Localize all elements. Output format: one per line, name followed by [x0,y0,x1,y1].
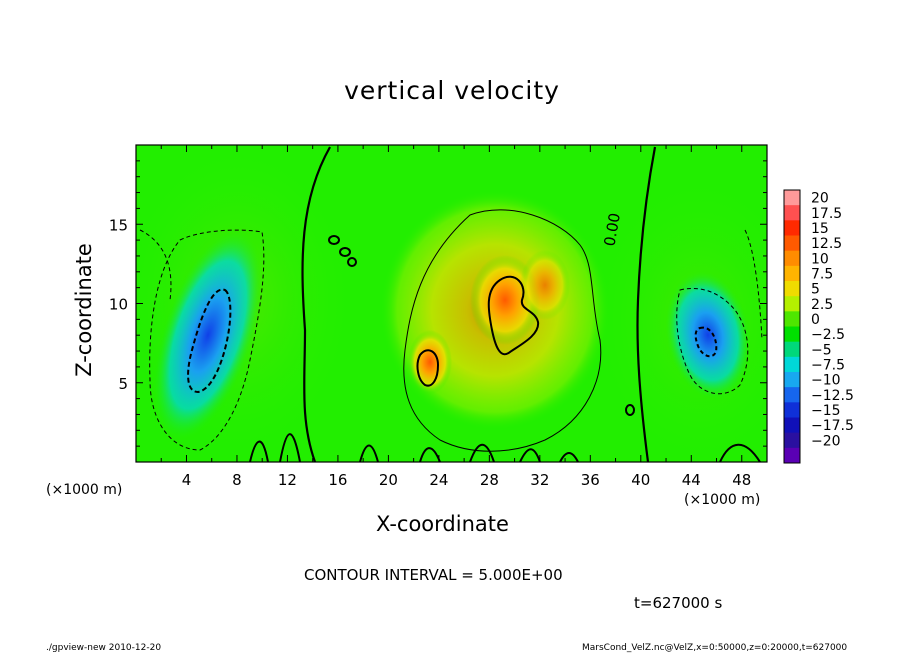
downdraft-right [665,270,751,400]
contour-10-secondary [416,349,440,387]
colorbar-label: 20 [811,191,829,207]
colorbar-label: 17.5 [811,206,842,222]
colorbar-swatch [784,265,800,282]
y-tick-label: 15 [109,216,128,234]
y-tick-label: 10 [109,296,128,314]
downdraft-left [153,229,263,441]
colorbar-swatch [784,190,800,206]
x-axis-label: X-coordinate [376,512,509,536]
x-tick-label: 8 [232,471,242,489]
contour-neg5-right [676,287,749,395]
colorbar-swatch [784,281,800,297]
colorbar-swatch [784,432,800,449]
x-unit-label-right: (×1000 m) [684,492,761,508]
y-axis: 5 10 15 [109,160,767,447]
colorbar-swatch [784,250,800,267]
footer-left: ./gpview-new 2010-12-20 [46,643,162,653]
colorbar-label: −15 [811,403,841,419]
colorbar-swatch [784,235,800,252]
colorbar-swatch [784,326,800,343]
x-tick-label: 44 [682,471,701,489]
colorbar-swatch [784,402,800,418]
colorbar-label: −20 [811,433,841,449]
zero-contour-left [301,146,331,462]
x-tick-label: 36 [581,471,600,489]
colorbar-label: −12.5 [811,388,854,404]
colorbar-label: −10 [811,373,841,389]
colorbar-label: 2.5 [811,297,833,313]
x-tick-label: 28 [480,471,499,489]
time-label: t=627000 s [634,594,723,612]
colorbar-swatch [784,341,800,358]
colorbar-swatch [784,372,800,388]
contour-neg10-left [187,288,232,394]
colorbar-label: 0 [811,312,820,328]
footer-right: MarsCond_VelZ.nc@VelZ,x=0:50000,z=0:2000… [582,643,848,653]
colorbar-swatch [784,311,800,327]
y-tick-label: 5 [118,375,128,393]
colorbar-label: −5 [811,342,832,358]
x-tick-label: 48 [732,471,751,489]
x-tick-label: 32 [530,471,549,489]
colorbar-label: −17.5 [811,418,854,434]
contour-neg10-right [694,326,718,358]
x-tick-label: 40 [631,471,650,489]
colorbar-swatch [784,205,800,221]
colorbar-frame [783,189,801,464]
x-axis: 4 8 12 16 20 24 28 32 36 40 44 48 [160,145,751,489]
colorbar-swatch [784,387,800,403]
x-tick-label: 20 [379,471,398,489]
colorbar-swatch [784,356,800,373]
x-tick-label: 24 [429,471,448,489]
colorbar-swatch [784,417,800,434]
contour-interval-text: CONTOUR INTERVAL = 5.000E+00 [304,566,563,584]
colorbar-label: 10 [811,251,829,267]
x-tick-label: 12 [278,471,297,489]
colorbar-label: 12.5 [811,236,842,252]
colorbar-label: −7.5 [811,357,845,373]
contour-label: 0.00 [600,212,624,248]
colorbar-swatch [784,296,800,312]
contour-lines [139,146,763,462]
colorbar-swatch [784,447,800,464]
zero-contour-right [636,146,657,462]
colorbar-label: 15 [811,221,829,237]
colorbar-label: 5 [811,282,820,298]
contour-5 [403,209,602,452]
colorbar: 2017.51512.5107.552.50−2.5−5−7.5−10−12.5… [783,189,854,464]
x-unit-label-left: (×1000 m) [46,482,123,498]
contour-10-main [487,275,540,356]
chart-title: vertical velocity [344,76,560,105]
plot-field: 0.00 [136,145,767,462]
zero-contour-bottom [249,433,761,462]
colorbar-label: 7.5 [811,266,833,282]
colorbar-swatch [784,220,800,236]
y-axis-label: Z-coordinate [72,243,96,377]
x-tick-label: 4 [182,471,192,489]
colorbar-label: −2.5 [811,327,845,343]
x-tick-label: 16 [328,471,347,489]
